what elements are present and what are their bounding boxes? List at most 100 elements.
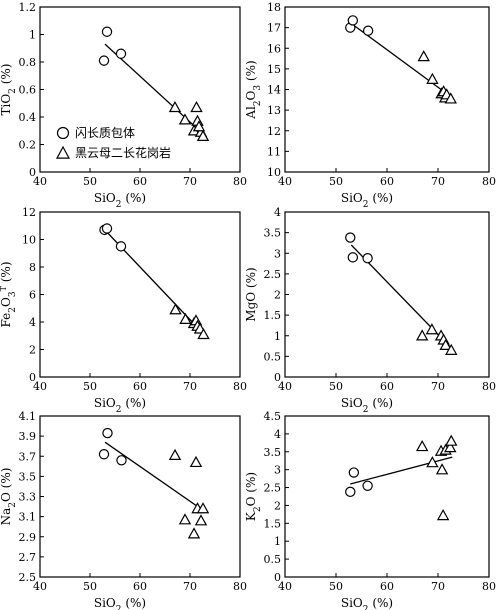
chart-panel-5: 40 50 60 70 80 2.5 2.7 2.9 3.1 3.3 3.5 3.7 3.9 4.1 SiO… xyxy=(0,410,247,610)
y-tick-label: 11 xyxy=(267,145,281,158)
y-tick-label: 10 xyxy=(267,166,281,179)
y-tick-label: 18 xyxy=(267,1,281,14)
chart-panel-2: 40 50 60 70 80 10 11 12 13 14 15 16 17 18 SiO2 (%) Al2O… xyxy=(244,1,496,210)
triangle-marker xyxy=(190,100,203,113)
y-tick-label: 3.7 xyxy=(19,450,37,463)
circle-marker xyxy=(345,232,356,243)
x-tick-label: 50 xyxy=(83,580,97,593)
y-tick-label: 15 xyxy=(267,63,281,76)
triangle-marker xyxy=(192,120,206,132)
triangle-marker xyxy=(426,456,439,468)
circle-marker xyxy=(362,253,373,264)
triangle-marker xyxy=(194,514,208,526)
x-tick-label: 80 xyxy=(233,380,247,393)
trend-line xyxy=(350,456,453,485)
y-tick-label: 3.5 xyxy=(264,227,282,240)
circle-marker xyxy=(98,449,110,460)
y-tick-label: 1 xyxy=(274,535,281,548)
legend-label: 闪长质包体 xyxy=(75,126,135,140)
y-axis-label: MgO (%) xyxy=(244,267,258,321)
y-tick-label: 0.6 xyxy=(19,84,37,97)
circle-marker xyxy=(347,252,359,263)
plot-frame xyxy=(284,211,490,378)
y-tick-label: 3 xyxy=(274,247,281,260)
x-tick-label: 80 xyxy=(482,380,496,393)
y-tick-label: 0 xyxy=(274,571,281,584)
y-tick-label: 2.5 xyxy=(19,571,37,584)
triangle-marker xyxy=(425,323,439,335)
x-tick-label: 70 xyxy=(431,380,445,393)
y-tick-label: 4.5 xyxy=(264,410,282,423)
x-tick-label: 60 xyxy=(380,580,394,593)
triangle-marker xyxy=(168,100,182,113)
circle-marker xyxy=(116,455,127,466)
y-tick-label: 12 xyxy=(22,206,36,219)
y-tick-label: 16 xyxy=(267,42,281,55)
y-tick-label: 0.4 xyxy=(19,111,37,124)
y-tick-label: 2.5 xyxy=(264,482,282,495)
x-axis-label: SiO2 (%) xyxy=(341,191,393,210)
x-tick-label: 70 xyxy=(183,580,197,593)
x-tick-label: 40 xyxy=(278,380,292,393)
circle-marker xyxy=(115,48,127,59)
triangle-marker xyxy=(178,113,192,125)
x-tick-label: 70 xyxy=(183,175,197,188)
y-tick-label: 2 xyxy=(274,289,281,302)
y-tick-label: 0 xyxy=(274,371,281,384)
circle-marker xyxy=(115,241,127,252)
circle-marker xyxy=(102,427,113,439)
circle-marker xyxy=(348,467,360,478)
triangle-marker xyxy=(178,513,192,525)
triangle-marker xyxy=(445,343,458,355)
y-tick-label: 4.1 xyxy=(19,410,37,423)
circle-marker xyxy=(347,15,359,26)
triangle-marker xyxy=(435,463,449,475)
x-tick-label: 50 xyxy=(83,380,97,393)
x-axis-label: SiO2 (%) xyxy=(94,396,146,415)
plot-frame xyxy=(284,415,490,578)
x-axis-label: SiO2 (%) xyxy=(341,596,393,610)
y-tick-label: 8 xyxy=(29,261,36,274)
y-tick-label: 2 xyxy=(29,344,36,357)
x-tick-label: 50 xyxy=(83,175,97,188)
y-tick-label: 1.5 xyxy=(264,517,282,530)
chart-panel-1: 40 50 60 70 80 0 0.2 0.4 0.6 0.8 1 1.2 SiO2 (%) TiO2 … xyxy=(0,1,247,210)
y-tick-label: 3.3 xyxy=(19,491,37,504)
y-tick-label: 2.5 xyxy=(264,268,282,281)
x-tick-label: 40 xyxy=(33,580,47,593)
chart-panel-3: 40 50 60 70 80 0 2 4 6 8 10 12 SiO2 (%) Fe2O3T (%) xyxy=(0,206,247,415)
triangle-marker xyxy=(415,329,429,341)
x-tick-label: 80 xyxy=(482,580,496,593)
circle-marker xyxy=(101,223,113,234)
y-tick-label: 0.5 xyxy=(264,553,282,566)
y-tick-label: 0 xyxy=(29,371,36,384)
y-tick-label: 2 xyxy=(274,499,281,512)
legend-circle-icon xyxy=(56,126,70,140)
y-tick-label: 1.5 xyxy=(264,309,282,322)
y-tick-label: 1.2 xyxy=(19,1,37,14)
triangle-marker xyxy=(196,129,210,142)
x-tick-label: 80 xyxy=(233,175,247,188)
plot-frame xyxy=(284,6,490,173)
y-tick-label: 1 xyxy=(29,29,36,42)
y-axis-label: Fe2O3T (%) xyxy=(0,261,18,327)
y-tick-label: 0.8 xyxy=(19,56,37,69)
triangle-marker xyxy=(436,509,450,521)
y-tick-label: 0.5 xyxy=(264,350,282,363)
y-tick-label: 0 xyxy=(29,166,36,179)
plot-frame xyxy=(39,415,241,578)
x-tick-label: 60 xyxy=(133,175,147,188)
circle-marker xyxy=(98,55,110,66)
triangle-marker xyxy=(417,50,430,62)
y-tick-label: 4 xyxy=(274,428,281,441)
y-tick-label: 10 xyxy=(22,234,36,247)
x-tick-label: 60 xyxy=(380,380,394,393)
y-tick-label: 14 xyxy=(267,84,281,97)
y-tick-label: 17 xyxy=(267,22,281,35)
circle-marker xyxy=(345,486,356,498)
triangle-marker xyxy=(415,439,429,452)
trend-line xyxy=(104,441,203,511)
x-tick-label: 50 xyxy=(329,380,343,393)
